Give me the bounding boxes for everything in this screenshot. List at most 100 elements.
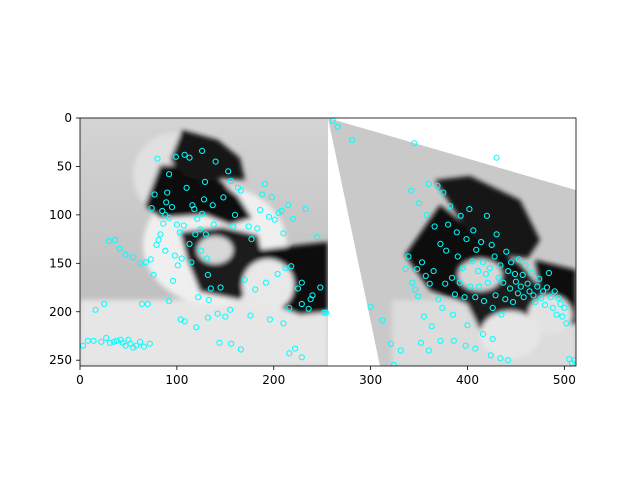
keypoint-marker [222, 313, 229, 320]
keypoint-marker [464, 322, 471, 329]
keypoint-marker [428, 323, 435, 330]
keypoint-marker [186, 240, 193, 247]
keypoint-marker [92, 306, 99, 313]
keypoint-marker [103, 334, 110, 341]
keypoint-marker [172, 153, 179, 160]
keypoint-marker [541, 301, 549, 309]
keypoint-marker [210, 221, 217, 228]
keypoint-marker [163, 199, 170, 206]
keypoint-marker [157, 231, 164, 238]
keypoint-marker [197, 226, 204, 233]
keypoint-marker [426, 280, 433, 287]
keypoint-marker [545, 269, 553, 277]
keypoint-marker [448, 274, 456, 281]
keypoint-marker [447, 203, 454, 210]
keypoint-marker [476, 283, 483, 290]
keypoint-marker [198, 247, 205, 254]
keypoint-marker [166, 171, 173, 178]
keypoint-marker [288, 263, 295, 270]
keypoint-marker [511, 270, 519, 278]
background-image [80, 118, 576, 366]
keypoint-marker [151, 191, 158, 198]
keypoint-marker [285, 202, 292, 209]
keypoint-marker [475, 268, 482, 275]
keypoint-marker [169, 277, 177, 284]
keypoint-marker [492, 292, 499, 299]
keypoint-marker [472, 294, 479, 301]
keypoint-marker [212, 158, 219, 165]
x-tick-label: 500 [553, 373, 576, 387]
keypoint-marker [137, 338, 144, 345]
keypoint-marker [454, 253, 461, 260]
keypoint-marker [247, 312, 254, 319]
keypoint-marker [405, 253, 412, 260]
keypoint-marker [540, 288, 547, 295]
keypoint-marker [181, 151, 188, 158]
keypoint-marker [231, 211, 239, 218]
keypoint-marker [138, 300, 146, 308]
keypoint-marker [227, 306, 234, 313]
keypoint-marker [140, 343, 147, 350]
keypoint-marker [515, 256, 522, 263]
keypoint-marker [174, 262, 181, 269]
keypoint-marker [155, 237, 162, 244]
keypoint-marker [434, 182, 441, 189]
keypoint-marker [90, 337, 97, 344]
keypoint-marker [487, 352, 494, 359]
keypoint-marker [530, 292, 537, 299]
keypoint-marker [414, 266, 421, 273]
keypoint-marker [282, 265, 289, 272]
keypoint-marker [402, 266, 409, 273]
keypoint-marker [508, 259, 515, 266]
keypoint-marker [435, 296, 442, 303]
keypoint-marker [186, 154, 193, 161]
keypoint-marker [442, 280, 449, 287]
y-tick-label: 150 [49, 256, 72, 270]
keypoint-marker [133, 342, 140, 349]
keypoint-marker [164, 189, 171, 196]
keypoint-marker [472, 345, 479, 352]
keypoint-marker [497, 355, 504, 362]
keypoint-marker [349, 137, 356, 144]
keypoint-marker [111, 237, 119, 244]
keypoint-marker [430, 268, 437, 275]
keypoint-marker [248, 236, 255, 243]
keypoint-marker [127, 340, 134, 347]
keypoint-marker [547, 294, 554, 301]
keypoint-marker [498, 311, 505, 318]
keypoint-marker [532, 299, 539, 306]
keypoint-marker [122, 251, 129, 258]
keypoint-marker [483, 212, 490, 219]
keypoint-marker [493, 231, 500, 238]
keypoint-marker [162, 211, 169, 218]
keypoint-marker [286, 304, 293, 311]
keypoint-marker [298, 354, 305, 361]
keypoint-marker [274, 270, 281, 278]
keypoint-marker [194, 215, 201, 222]
keypoint-marker [142, 259, 149, 266]
keypoint-marker [462, 342, 469, 349]
keypoint-marker [209, 202, 216, 209]
keypoint-marker [526, 288, 533, 295]
keypoint-marker [445, 221, 452, 228]
y-tick-label: 0 [64, 111, 72, 125]
keypoint-marker [195, 294, 202, 301]
keypoint-marker [199, 210, 206, 217]
keypoint-marker [307, 296, 314, 303]
keypoint-marker [171, 252, 178, 259]
keypoint-marker [286, 350, 293, 357]
keypoint-marker [290, 215, 297, 222]
x-tick-label: 0 [76, 373, 84, 387]
keypoint-marker [294, 285, 302, 292]
keypoint-marker [106, 339, 114, 346]
keypoint-marker [166, 298, 173, 305]
keypoint-marker [522, 262, 529, 269]
keypoint-marker [563, 320, 570, 327]
keypoint-marker [268, 194, 275, 201]
keypoint-marker [367, 303, 374, 310]
keypoint-marker [98, 338, 105, 345]
keypoint-marker [478, 238, 485, 246]
keypoint-marker [425, 180, 432, 187]
keypoint-marker [473, 246, 480, 253]
keypoint-marker [199, 147, 206, 154]
